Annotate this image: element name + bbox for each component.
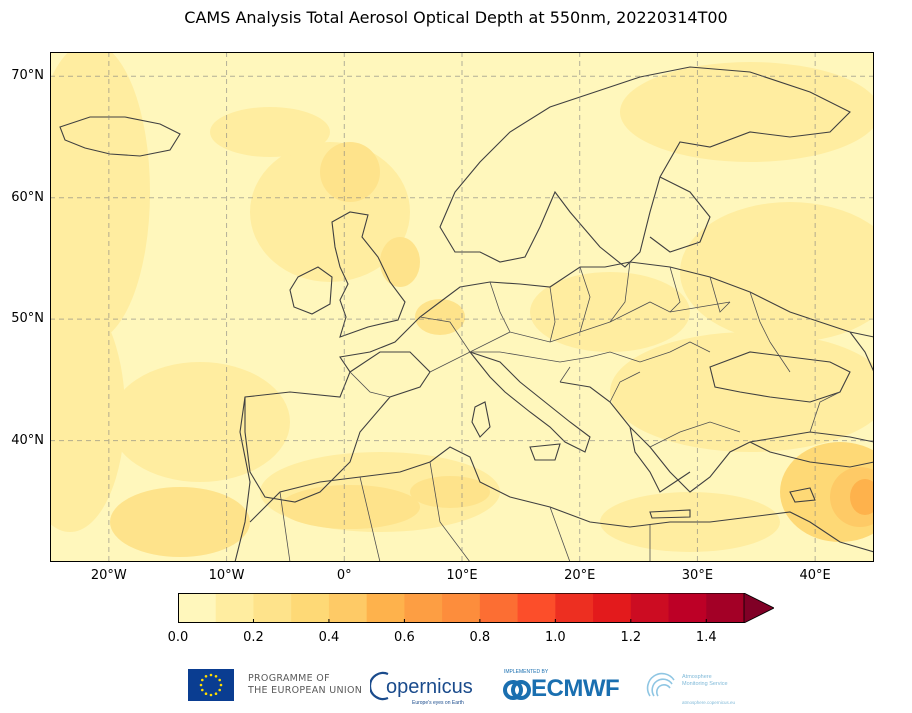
colorbar-bin <box>479 593 519 623</box>
aod-field <box>50 52 874 557</box>
atmosphere-url: atmosphere.copernicus.eu <box>682 700 736 705</box>
colorbar-tick-label: 1.4 <box>695 630 717 645</box>
lat-tick-label: 50°N <box>11 311 44 327</box>
gridlines <box>50 52 874 562</box>
colorbar-bin <box>517 593 556 623</box>
colorbar <box>177 592 775 624</box>
colorbar-bin <box>668 593 707 623</box>
colorbar-bin <box>178 593 217 623</box>
map-frame <box>50 52 874 562</box>
copernicus-logo-text: opernicus <box>386 676 473 698</box>
colorbar-tick-label: 1.0 <box>544 630 566 645</box>
colorbar-tick-label: 0.6 <box>394 630 415 645</box>
map-panel <box>50 52 874 562</box>
colorbar-bin <box>404 593 443 623</box>
ecmwf-icon <box>503 680 531 700</box>
ecmwf-logo-text: ECMWF <box>531 675 620 702</box>
colorbar-extend-arrow <box>743 592 775 624</box>
eu-text-line1: PROGRAMME OF <box>248 673 330 684</box>
copernicus-c-icon <box>370 671 389 701</box>
ecmwf-implemented-by: IMPLEMENTED BY <box>504 669 549 675</box>
colorbar-tick-label: 0.4 <box>318 630 340 645</box>
lon-tick-label: 20°E <box>564 568 596 583</box>
logo-strip: PROGRAMME OF THE EUROPEAN UNION opernicu… <box>186 662 746 708</box>
colorbar-bin <box>706 593 745 623</box>
eu-flag-icon <box>188 669 234 701</box>
colorbar-bin <box>291 593 330 623</box>
atmosphere-line1: Atmosphere <box>682 674 712 680</box>
borders <box>279 261 841 562</box>
colorbar-tick-label: 0.2 <box>243 630 264 645</box>
lat-tick-label: 70°N <box>11 68 44 84</box>
colorbar-bin <box>555 593 594 623</box>
colorbar-bin <box>630 593 670 623</box>
colorbar-tick-label: 0.8 <box>469 630 491 645</box>
chart-title: CAMS Analysis Total Aerosol Optical Dept… <box>184 8 728 27</box>
lon-tick-label: 10°W <box>208 568 245 583</box>
colorbar-bin <box>366 593 405 623</box>
colorbar-tick-label: 0.0 <box>167 630 189 645</box>
colorbar-bin <box>253 593 292 623</box>
atmosphere-service-text: Atmosphere Monitoring Service <box>682 674 728 688</box>
lon-tick-label: 20°W <box>90 568 127 583</box>
eu-programme-text: PROGRAMME OF THE EUROPEAN UNION <box>248 673 362 697</box>
lon-tick-label: 40°E <box>799 568 831 583</box>
lat-tick-label: 60°N <box>11 189 44 205</box>
colorbar-outline <box>178 592 745 623</box>
lon-tick-label: 10°E <box>446 568 478 583</box>
atmosphere-line2: Monitoring Service <box>682 681 728 687</box>
colorbar-bin <box>215 593 254 623</box>
lon-tick-label: 30°E <box>681 568 714 583</box>
colorbar-tick-label: 1.2 <box>620 630 642 645</box>
atmosphere-service-icon <box>646 672 675 697</box>
copernicus-subtitle: Europe's eyes on Earth <box>412 700 464 706</box>
eu-text-line2: THE EUROPEAN UNION <box>248 685 363 696</box>
colorbar-bin <box>328 593 368 623</box>
colorbar-bin <box>593 593 632 623</box>
lat-tick-label: 40°N <box>11 432 44 448</box>
colorbar-bin <box>442 593 481 623</box>
lon-tick-label: 0° <box>336 568 352 583</box>
